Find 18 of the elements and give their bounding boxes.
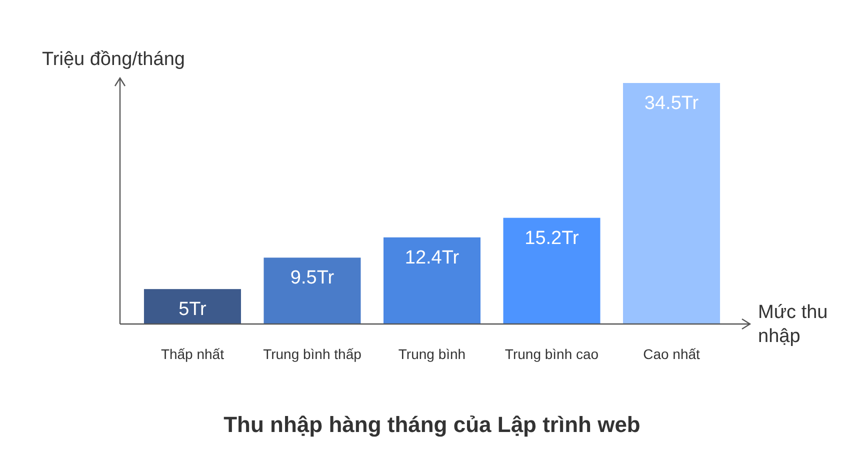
x-tick-label: Thấp nhất: [160, 346, 224, 362]
data-label: 12.4Tr: [404, 247, 460, 268]
x-tick-label: Trung bình cao: [504, 346, 599, 362]
x-tick-label: Trung bình thấp: [263, 346, 362, 362]
bar: [383, 237, 481, 324]
data-label: 9.5Tr: [290, 268, 335, 289]
data-label: 5Tr: [178, 299, 208, 320]
x-tick-label: Trung bình: [398, 346, 466, 362]
x-axis-title: Mức thu nhập: [758, 302, 828, 347]
y-axis-title: Triệu đồng/tháng: [42, 49, 185, 70]
x-tick-label: Cao nhất: [643, 346, 700, 362]
bar: [144, 289, 241, 324]
bar: [264, 258, 361, 324]
data-label: 15.2Tr: [524, 228, 580, 249]
data-label: 34.5Tr: [644, 93, 700, 114]
bar: [623, 83, 720, 324]
bar: [503, 218, 600, 324]
text: Thu nhập hàng tháng của Lập trình web: [224, 412, 640, 437]
